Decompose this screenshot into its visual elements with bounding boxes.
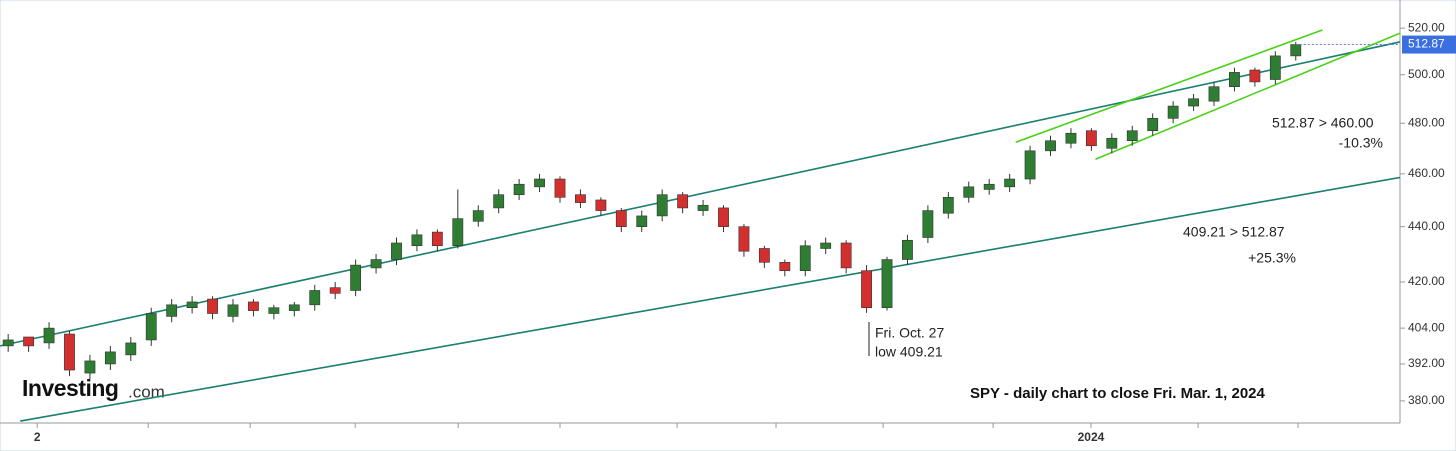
candle-body [779, 262, 791, 271]
candle-body [1085, 130, 1097, 147]
candle-body [881, 259, 893, 309]
candle-body [554, 178, 566, 198]
chart-title: SPY - daily chart to close Fri. Mar. 1, … [970, 385, 1266, 402]
candle-body [738, 226, 750, 252]
candle-body [370, 259, 382, 269]
annotation: Fri. Oct. 27 [875, 325, 944, 341]
trendline [20, 176, 1401, 422]
candle-body [677, 194, 689, 209]
candle-body [248, 301, 259, 311]
candle-body [43, 327, 55, 344]
candle-body [636, 215, 648, 227]
candle-body [104, 351, 116, 365]
candle-body [575, 194, 586, 203]
trendline [1015, 29, 1323, 143]
candle-body [2, 339, 14, 347]
annotation: -10.3% [1339, 135, 1383, 151]
candle-body [1004, 178, 1016, 188]
y-tick-label: 380.00 [1408, 393, 1445, 407]
x-tick-label: 2 [34, 430, 41, 444]
candle-body [64, 333, 75, 371]
candle-body [493, 194, 505, 209]
candle-body [84, 360, 96, 374]
candle-body [329, 287, 341, 294]
candle-body [534, 178, 545, 188]
candle-body [166, 304, 178, 317]
annotation: low 409.21 [875, 344, 943, 360]
annotation: 409.21 > 512.87 [1183, 224, 1285, 240]
candle-body [942, 197, 954, 214]
candle-body [1290, 44, 1302, 57]
y-tick-label: 460.00 [1408, 166, 1445, 180]
candle-body [23, 336, 35, 347]
candle-body [1188, 98, 1199, 107]
candle-body [472, 210, 484, 222]
candle-body [309, 290, 321, 306]
candle-body [207, 298, 218, 314]
candle-body [288, 304, 300, 311]
candle-body [350, 264, 362, 291]
candle-body [820, 242, 832, 249]
candle-body [1126, 130, 1138, 142]
annotation: +25.3% [1248, 250, 1296, 266]
y-tick-label: 392.00 [1408, 356, 1445, 370]
candle-body [758, 248, 770, 263]
candle-body [861, 270, 872, 309]
candle-body [595, 199, 607, 211]
candle-body [1167, 105, 1179, 119]
candle-body [1147, 118, 1159, 132]
y-tick-label: 520.00 [1408, 20, 1445, 34]
candle-body [431, 231, 443, 247]
candle-body [1249, 69, 1261, 83]
candle-body [1269, 55, 1281, 80]
candle-body [1024, 150, 1036, 180]
trendline [0, 41, 1401, 347]
y-tick-label: 480.00 [1408, 115, 1445, 129]
candle-body [268, 307, 280, 314]
y-tick-label: 500.00 [1408, 67, 1445, 81]
candle-body [513, 183, 525, 195]
candle-body [697, 204, 709, 211]
candle-body [452, 218, 464, 247]
x-tick-label: 2024 [1078, 430, 1105, 444]
candle-body [983, 183, 995, 190]
candle-body [391, 242, 402, 260]
candle-body [1106, 137, 1118, 149]
candle-body [718, 207, 729, 227]
candle-body [656, 194, 668, 217]
logo-name: Investing [22, 375, 118, 401]
candle-body [922, 210, 934, 238]
candle-body [227, 304, 239, 317]
candle-body [963, 186, 975, 198]
last-price-tag [1402, 35, 1456, 54]
trendline [1095, 32, 1401, 160]
y-tick-label: 440.00 [1408, 219, 1445, 233]
candle-body [615, 210, 627, 227]
candle-body [186, 301, 198, 309]
candle-body [145, 313, 157, 341]
last-price-label: 512.87 [1408, 37, 1445, 51]
candle-body [1208, 86, 1220, 102]
candle-body [411, 234, 423, 247]
annotation: 512.87 > 460.00 [1272, 115, 1374, 131]
candle-body [799, 245, 811, 271]
candle-body [1045, 140, 1056, 152]
candle-body [840, 242, 852, 269]
y-tick-label: 420.00 [1408, 274, 1445, 288]
candle-body [125, 342, 137, 356]
candle-body [902, 239, 913, 260]
candle-body [1065, 132, 1077, 144]
y-tick-label: 404.00 [1408, 320, 1445, 334]
candle-body [1229, 72, 1240, 87]
